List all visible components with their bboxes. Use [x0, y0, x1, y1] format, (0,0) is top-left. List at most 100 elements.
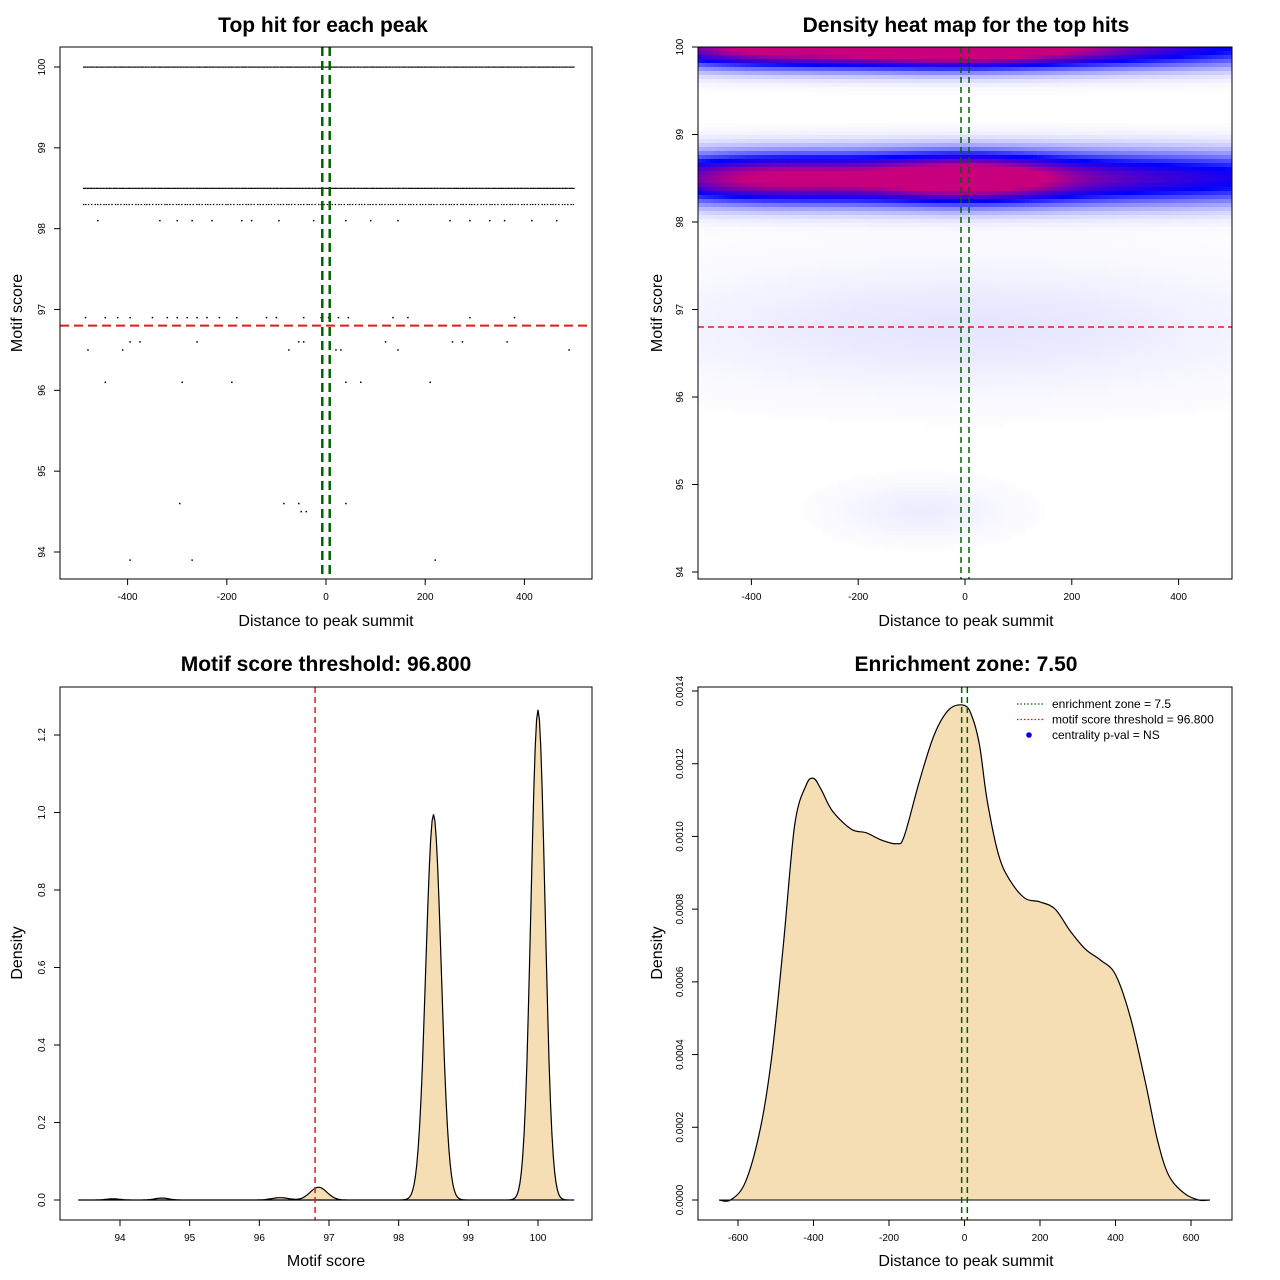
heatmap-cell [996, 87, 1002, 92]
heatmap-cell [709, 83, 715, 88]
heatmap-cell [1100, 47, 1106, 52]
heatmap-cell [1152, 123, 1157, 128]
heatmap-cell [813, 75, 819, 80]
heatmap-cell [749, 147, 755, 152]
data-point [569, 187, 571, 189]
heatmap-cell [980, 51, 986, 56]
heatmap-cell [933, 143, 938, 148]
data-point [159, 219, 161, 222]
heatmap-cell [1220, 63, 1225, 68]
heatmap-cell [789, 55, 795, 60]
heatmap-cell [1060, 87, 1066, 92]
heatmap-cell [781, 167, 787, 172]
heatmap-cell [961, 159, 966, 164]
data-point [270, 203, 273, 206]
heatmap-cell [1124, 175, 1129, 180]
heatmap-cell [1048, 63, 1054, 68]
heatmap-cell [945, 55, 950, 60]
data-point [369, 203, 371, 206]
heatmap-cell [1008, 151, 1014, 156]
data-point [364, 66, 366, 68]
heatmap-cell [845, 91, 851, 96]
heatmap-cell [709, 167, 715, 172]
heatmap-cell [1064, 47, 1070, 52]
data-point [167, 187, 169, 189]
heatmap-cell [1128, 159, 1133, 164]
data-point [250, 219, 253, 222]
data-point [275, 66, 277, 68]
heatmap-cell [801, 87, 807, 92]
data-point [207, 66, 209, 68]
heatmap-cell [753, 47, 759, 52]
heatmap-cell [1008, 131, 1014, 136]
data-point [94, 187, 96, 189]
data-point [216, 203, 218, 206]
data-point [115, 187, 117, 189]
heatmap-cell [837, 135, 843, 140]
heatmap-cell [976, 123, 982, 128]
heatmap-cell [725, 139, 731, 144]
heatmap-cell [925, 131, 930, 136]
heatmap-cell [805, 83, 811, 88]
heatmap-cell [721, 71, 727, 76]
heatmap-cell [733, 139, 739, 144]
heatmap-cell [1028, 123, 1034, 128]
heatmap-cell [757, 175, 763, 180]
heatmap-cell [1100, 59, 1106, 64]
heatmap-cell [980, 127, 986, 132]
heatmap-cell [1024, 155, 1030, 160]
heatmap-cell [817, 75, 823, 80]
data-point [433, 66, 435, 68]
heatmap-cell [1136, 83, 1141, 88]
data-point [443, 187, 445, 189]
data-point [530, 187, 532, 189]
data-point [501, 187, 503, 189]
heatmap-cell [1160, 135, 1165, 140]
heatmap-cell [765, 67, 771, 72]
data-point [419, 66, 421, 68]
heatmap-cell [769, 139, 775, 144]
heatmap-cell [1060, 71, 1066, 76]
heatmap-cell [905, 51, 910, 56]
data-point [176, 66, 178, 68]
data-point [345, 187, 347, 189]
heatmap-cell [1108, 147, 1114, 152]
heatmap-cell [905, 67, 910, 72]
data-point [216, 187, 218, 189]
data-point [173, 66, 175, 68]
heatmap-cell [717, 51, 723, 56]
heatmap-cell [1092, 47, 1098, 52]
heatmap-cell [857, 83, 862, 88]
heatmap-cell [992, 67, 998, 72]
heatmap-cell [857, 71, 862, 76]
heatmap-cell [1192, 123, 1197, 128]
heatmap-cell [925, 83, 930, 88]
heatmap-cell [1020, 83, 1026, 88]
heatmap-cell [773, 123, 779, 128]
heatmap-cell [705, 135, 711, 140]
heatmap-cell [1204, 83, 1209, 88]
heatmap-cell [984, 87, 990, 92]
heatmap-cell [849, 123, 855, 128]
heatmap-cell [929, 51, 934, 56]
heatmap-cell [789, 51, 795, 56]
heatmap-cell [1224, 79, 1229, 84]
data-point [345, 381, 347, 384]
heatmap-cell [925, 143, 930, 148]
heatmap-cell [1080, 147, 1086, 152]
heatmap-cell [698, 167, 703, 172]
heatmap-cell [893, 75, 898, 80]
heatmap-cell [996, 59, 1002, 64]
heatmap-cell [1060, 147, 1066, 152]
heatmap-cell [1144, 127, 1149, 132]
data-point [429, 187, 431, 189]
data-point [368, 66, 370, 68]
data-point [434, 66, 436, 68]
data-point [558, 187, 560, 189]
heatmap-cell [825, 51, 831, 56]
data-point [314, 203, 316, 206]
heatmap-cell [984, 179, 990, 184]
heatmap-cell [1024, 139, 1030, 144]
heatmap-cell [1020, 163, 1026, 168]
heatmap-cell [913, 67, 918, 72]
